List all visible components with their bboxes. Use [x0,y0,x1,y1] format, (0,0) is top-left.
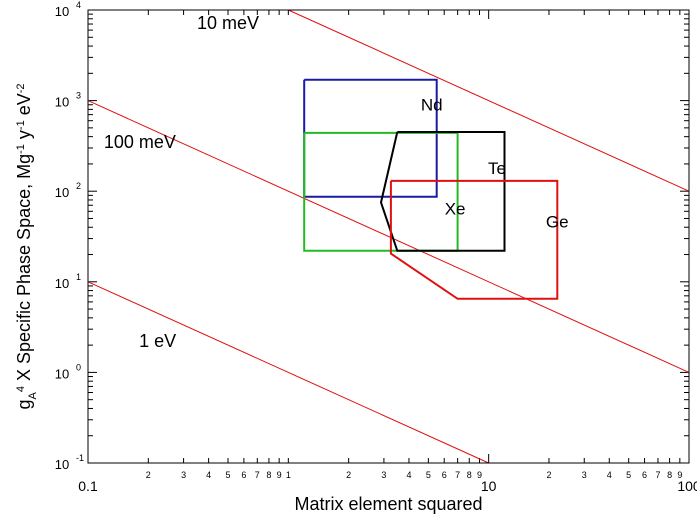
y-tick-label: 10 [55,457,69,472]
x-minor-tick-label: 2 [346,470,351,480]
x-tick-label: 100 [677,478,697,494]
mass-line-label: 10 meV [197,13,259,33]
y-tick-exponent: -1 [76,453,84,463]
y-tick-label: 10 [55,185,69,200]
x-minor-tick-label: 9 [277,470,282,480]
mass-line [88,101,689,373]
x-minor-tick-label: 8 [467,470,472,480]
series-outline-ge [391,181,557,299]
x-minor-tick-label: 4 [206,470,211,480]
x-minor-tick-label: 3 [181,470,186,480]
x-minor-tick-label: 4 [406,470,411,480]
mass-line-label: 100 meV [104,132,176,152]
series-outline-te [381,132,505,251]
series-outline-nd [304,80,437,197]
mass-line [88,282,489,463]
x-minor-tick-label: 6 [241,470,246,480]
x-axis-label: Matrix element squared [294,494,482,514]
x-minor-tick-label: 5 [226,470,231,480]
x-minor-tick-label: 7 [255,470,260,480]
x-minor-tick-label: 3 [381,470,386,480]
x-minor-tick-label: 8 [266,470,271,480]
y-tick-label: 10 [55,276,69,291]
series-label-ge: Ge [546,212,569,231]
x-minor-tick-label: 1 [286,470,291,480]
y-tick-label: 10 [55,95,69,110]
x-minor-tick-label: 8 [667,470,672,480]
y-tick-exponent: 0 [76,362,81,372]
x-minor-tick-label: 7 [655,470,660,480]
y-tick-exponent: 2 [76,181,81,191]
mass-line-label: 1 eV [139,331,176,351]
y-tick-exponent: 3 [76,91,81,101]
x-minor-tick-label: 6 [642,470,647,480]
x-minor-tick-label: 5 [626,470,631,480]
x-tick-label: 0.1 [78,478,98,494]
series-label-nd: Nd [421,95,443,114]
x-minor-tick-label: 7 [455,470,460,480]
x-minor-tick-label: 9 [677,470,682,480]
x-minor-tick-label: 2 [546,470,551,480]
x-minor-tick-label: 3 [582,470,587,480]
x-minor-tick-label: 4 [607,470,612,480]
x-minor-tick-label: 6 [442,470,447,480]
x-minor-tick-label: 2 [146,470,151,480]
y-tick-exponent: 1 [76,272,81,282]
y-tick-label: 10 [55,4,69,19]
x-minor-tick-label: 5 [426,470,431,480]
y-axis-label: gA4 X Specific Phase Space, Mg-1 y-1 eV-… [14,84,39,410]
mass-lines [88,10,689,463]
series-label-xe: Xe [445,200,466,219]
x-minor-tick-label: 9 [477,470,482,480]
annotations: 10 meV 100 meV 1 eV Nd Xe Te Ge [104,13,569,351]
series-label-te: Te [488,159,506,178]
y-tick-exponent: 4 [76,0,81,10]
x-tick-label: 10 [481,478,497,494]
y-tick-label: 10 [55,366,69,381]
